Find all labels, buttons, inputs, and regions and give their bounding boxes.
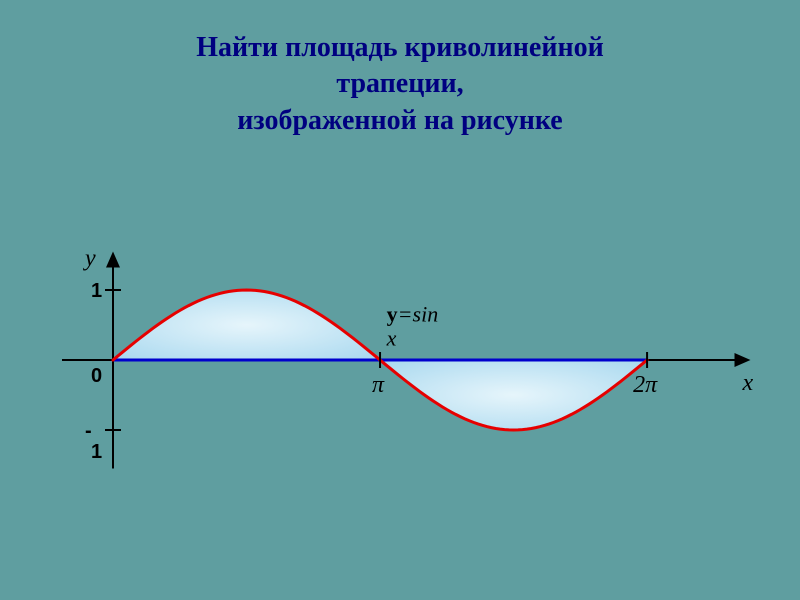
chart-svg: 10-1π2πxyy=sinx [20,210,780,510]
area-upper-lobe [113,290,380,360]
ylabel-neg1: 1 [91,441,102,463]
title-line-2: трапеции, [336,68,463,99]
xlabel-2pi: 2π [633,372,658,398]
ylabel-1: 1 [91,280,102,302]
title-line-3: изображенной на рисунке [237,105,562,136]
ylabel-0: 0 [91,365,102,387]
function-label: y=sinx [386,302,439,351]
slide: Найти площадь криволинейной трапеции, из… [0,0,800,600]
slide-title: Найти площадь криволинейной трапеции, из… [0,30,800,139]
ylabel-neg: - [85,420,92,442]
title-line-1: Найти площадь криволинейной [196,32,603,63]
y-axis-label: y [83,246,96,272]
xlabel-pi: π [372,372,385,398]
sine-chart: 10-1π2πxyy=sinx [20,210,780,510]
area-lower-lobe [380,360,647,430]
x-axis-label: x [742,370,754,396]
y-axis-arrow [106,252,120,268]
x-axis-arrow [735,353,751,367]
